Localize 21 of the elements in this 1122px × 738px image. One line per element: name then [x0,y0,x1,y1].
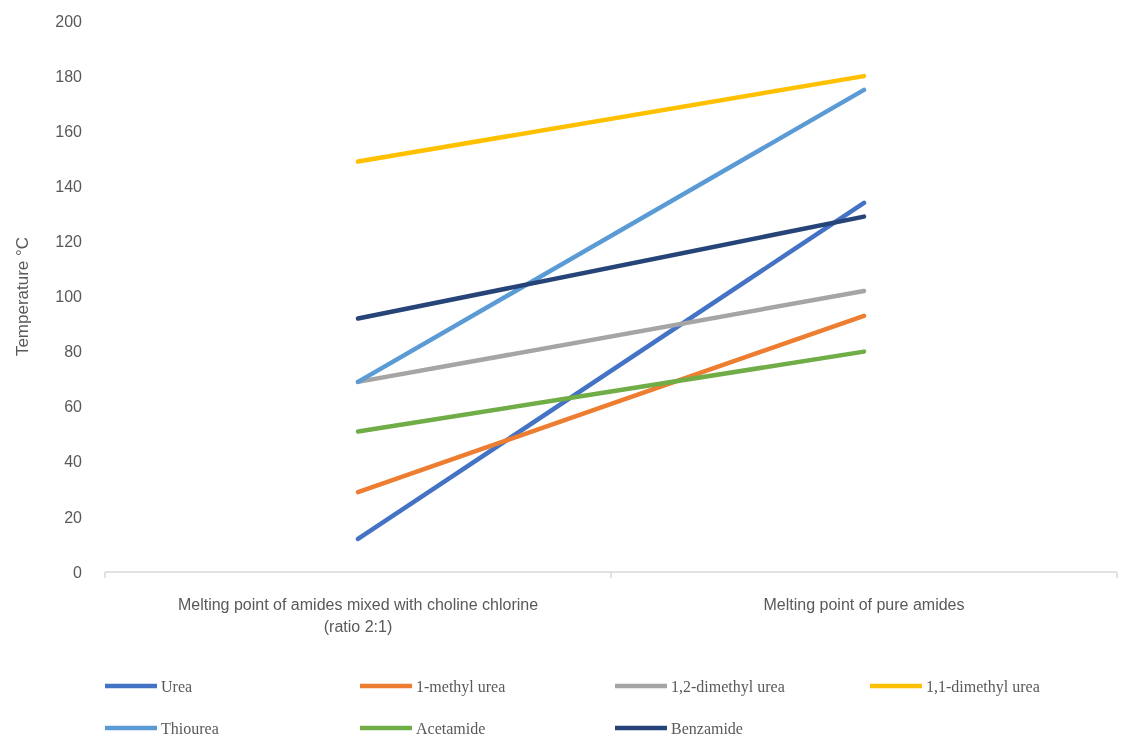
legend-label: 1-methyl urea [416,677,506,696]
y-tick-label: 0 [73,563,83,581]
y-tick-label: 80 [64,343,83,361]
y-tick-label: 40 [64,453,83,471]
y-tick-label: 20 [64,508,83,526]
y-tick-label: 200 [55,12,83,30]
y-tick-label: 60 [64,398,83,416]
y-tick-label: 140 [55,177,83,195]
legend-label: Thiourea [161,719,219,737]
legend-label: Benzamide [671,719,743,737]
y-tick-label: 120 [55,233,83,250]
x-tick-label: Melting point of amides mixed with choline chlorine (ratio 2:1) [177,596,539,635]
x-tick-label: Melting point of pure amides [763,596,965,613]
y-tick-label: 160 [55,122,83,140]
legend-label: 1,1-dimethyl urea [926,677,1040,696]
y-tick-label: 180 [55,67,83,85]
y-axis-title: Temperature °C [13,236,32,357]
legend-label: 1,2-dimethyl urea [671,677,785,696]
legend-label: Urea [161,677,193,695]
y-tick-label: 100 [55,288,83,306]
legend-label: Acetamide [416,719,486,737]
